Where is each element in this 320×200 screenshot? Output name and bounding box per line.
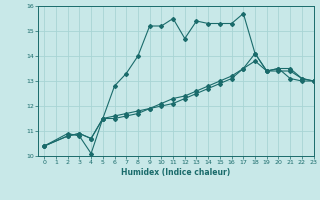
X-axis label: Humidex (Indice chaleur): Humidex (Indice chaleur) bbox=[121, 168, 231, 177]
